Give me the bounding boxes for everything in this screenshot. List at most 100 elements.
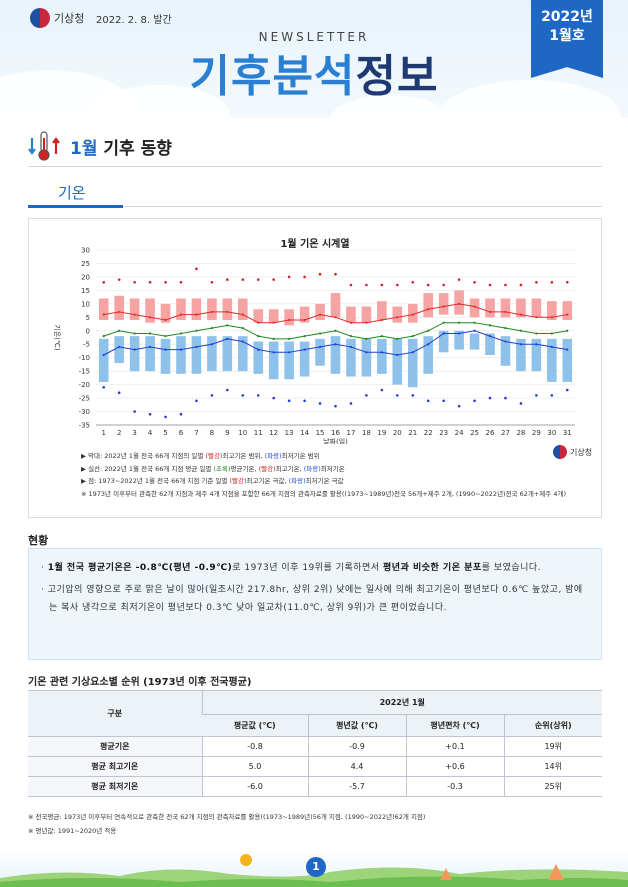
line-point	[210, 310, 213, 314]
extreme-min-point	[117, 391, 121, 394]
subtab-divider	[28, 206, 602, 207]
line-point	[303, 348, 306, 351]
line-point	[195, 329, 198, 332]
line-point	[318, 332, 322, 335]
x-tick-label: 27	[501, 429, 510, 437]
extreme-min-point	[519, 402, 523, 405]
x-tick-label: 29	[532, 429, 541, 437]
line-point	[458, 321, 461, 324]
line-point	[380, 351, 383, 354]
bar-max-range	[392, 306, 403, 323]
bar-max-range	[160, 303, 171, 323]
agency-name: 기상청	[54, 12, 85, 25]
x-tick-label: 16	[331, 429, 340, 437]
table-row: 평균 최저기온 -6.0 -5.7 -0.3 25위	[28, 776, 602, 797]
line-point	[442, 305, 445, 308]
line-point	[411, 335, 414, 338]
line-point	[427, 308, 430, 311]
line-point	[473, 329, 476, 332]
table-cell: 19위	[503, 736, 602, 757]
x-tick-label: 3	[132, 429, 136, 437]
bar-max-range	[500, 298, 511, 318]
extreme-max-point	[380, 283, 384, 287]
bar-max-range	[268, 309, 279, 323]
line-point	[257, 335, 260, 338]
line-point	[133, 348, 136, 351]
extreme-min-point	[133, 410, 136, 413]
chart-note-4: ※ 1973년 이후부터 관측한 62개 지점과 제주 4개 지점을 포함한 6…	[81, 489, 566, 498]
bar-max-range	[330, 293, 341, 318]
extreme-max-point	[488, 283, 492, 287]
extreme-min-point	[256, 394, 260, 397]
line-point	[226, 324, 229, 327]
line-point	[566, 329, 569, 332]
extreme-max-point	[411, 281, 415, 284]
line-point	[210, 343, 213, 346]
x-tick-label: 5	[163, 429, 167, 437]
x-tick-label: 13	[285, 429, 294, 437]
table-cell: -5.7	[307, 776, 406, 797]
line-point	[427, 329, 430, 332]
section-header: 1월 기후 동향	[28, 130, 172, 162]
line-point	[365, 351, 368, 354]
table-cell: -0.8	[201, 736, 308, 757]
line-point	[334, 316, 337, 319]
line-point	[226, 337, 229, 340]
line-point	[118, 310, 121, 314]
newsletter-label: NEWSLETTER	[258, 30, 370, 44]
y-tick-label: 30	[81, 247, 90, 255]
x-axis-label: 날짜(일)	[323, 437, 348, 444]
line-point	[365, 337, 368, 340]
bar-max-range	[129, 298, 140, 320]
rank-table: 구분 2022년 1월 평균값 (℃) 평년값 (℃) 평년편차 (℃) 순위(…	[28, 690, 602, 797]
x-tick-label: 20	[393, 429, 402, 437]
extreme-min-point	[210, 394, 214, 397]
x-tick-label: 8	[210, 429, 214, 437]
line-point	[257, 348, 260, 351]
extreme-max-point	[256, 278, 260, 281]
bar-min-range	[531, 338, 542, 372]
line-point	[318, 345, 322, 349]
rank-table-heading: 기온 관련 기상요소별 순위 (1973년 이후 전국평균)	[28, 677, 252, 688]
line-point	[427, 343, 430, 346]
table-row: 평균 최고기온 5.0 4.4 +0.6 14위	[28, 756, 602, 777]
footnote-2: ※ 평년값: 1991~2020년 적용	[28, 827, 117, 835]
table-row: 평균기온 -0.8 -0.9 +0.1 19위	[28, 736, 602, 757]
line-point	[102, 353, 105, 357]
extreme-min-point	[164, 415, 167, 419]
extreme-min-point	[457, 404, 461, 408]
y-tick-label: 0	[86, 327, 90, 335]
extreme-max-point	[565, 281, 569, 284]
bar-max-range	[485, 298, 495, 318]
x-tick-label: 10	[238, 429, 247, 437]
bar-max-range	[562, 301, 573, 320]
col-header: 순위(상위)	[503, 714, 602, 737]
extreme-max-point	[102, 281, 106, 284]
thermometer-icon	[28, 130, 64, 162]
extreme-max-point	[519, 283, 523, 287]
extreme-min-point	[473, 399, 476, 403]
line-point	[303, 318, 306, 322]
line-point	[504, 310, 507, 314]
line-point	[272, 351, 275, 354]
table-cell: -0.3	[405, 776, 504, 797]
bar-min-range	[392, 338, 403, 385]
bar-min-range	[114, 336, 124, 364]
extreme-max-point	[504, 283, 507, 287]
x-tick-label: 6	[179, 429, 184, 437]
bar-max-range	[145, 298, 155, 323]
y-tick-label: -5	[83, 341, 90, 349]
line-point	[566, 313, 569, 316]
extreme-max-point	[117, 278, 121, 281]
extreme-max-point	[550, 281, 554, 284]
line-point	[396, 316, 399, 319]
extreme-max-point	[179, 281, 183, 284]
line-point	[148, 345, 152, 349]
chart-note-3: ▶ 점: 1973~2022년 1월 전국 66개 지점 기준 일별 (빨강)최…	[81, 477, 344, 485]
x-tick-label: 26	[486, 429, 495, 437]
x-tick-label: 25	[470, 429, 479, 437]
table-cell: 25위	[503, 776, 602, 797]
section-title-rest: 기후 동향	[97, 138, 172, 159]
line-point	[550, 332, 553, 335]
x-tick-label: 11	[254, 429, 263, 437]
